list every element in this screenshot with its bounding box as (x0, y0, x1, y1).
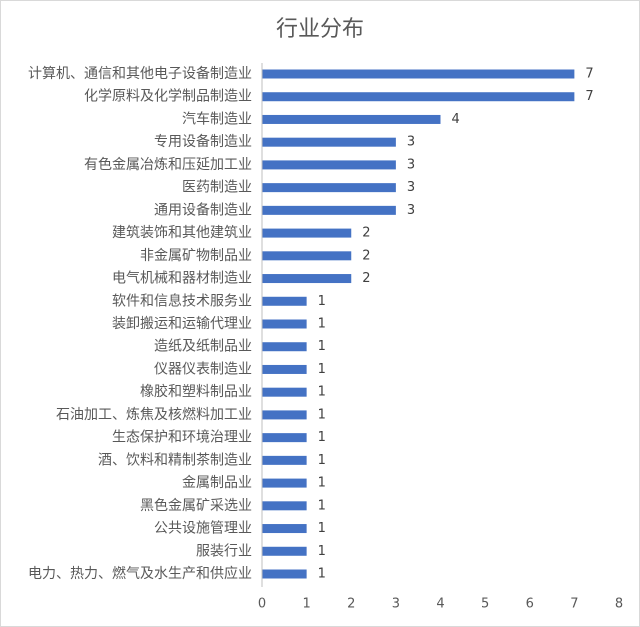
data-label: 1 (318, 544, 326, 559)
bar (262, 251, 352, 261)
category-label: 服装行业 (196, 543, 252, 559)
bar (262, 569, 307, 579)
category-label: 建筑装饰和其他建筑业 (112, 225, 252, 241)
data-label: 1 (318, 385, 326, 400)
category-label: 医药制造业 (182, 180, 252, 196)
x-tick-label: 1 (302, 597, 310, 612)
category-label: 装卸搬运和运输代理业 (112, 316, 252, 332)
x-tick-label: 5 (481, 597, 489, 612)
bar (262, 546, 307, 556)
category-label: 有色金属冶炼和压延加工业 (84, 156, 252, 173)
data-label: 2 (362, 271, 370, 286)
category-labels-group: 计算机、通信和其他电子设备制造业化学原料及化学制品制造业汽车制造业专用设备制造业… (28, 65, 252, 582)
data-label: 3 (407, 157, 415, 172)
bar (262, 387, 307, 397)
category-label: 仪器仪表制造业 (154, 361, 252, 377)
data-label: 3 (407, 180, 415, 195)
data-label: 3 (407, 135, 415, 150)
data-label: 1 (318, 521, 326, 536)
bar (262, 137, 396, 147)
data-label: 4 (452, 112, 460, 127)
data-labels-group: 7 7 4 3 3 3 3 2 2 2 1 1 1 1 1 1 1 1 1 1 1 1 1 (318, 67, 594, 582)
data-label: 7 (585, 89, 593, 104)
bar (262, 274, 352, 284)
x-tick-label: 3 (392, 597, 400, 612)
bar (262, 296, 307, 306)
category-label: 公共设施管理业 (154, 521, 252, 537)
category-label: 生态保护和环境治理业 (112, 430, 252, 446)
data-label: 1 (318, 430, 326, 445)
data-label: 2 (362, 226, 370, 241)
data-label: 1 (318, 476, 326, 491)
data-label: 1 (318, 453, 326, 468)
bar (262, 524, 307, 534)
category-label: 电气机械和器材制造业 (112, 271, 252, 287)
bar (262, 228, 352, 238)
data-label: 1 (318, 362, 326, 377)
bar (262, 69, 575, 79)
bar (262, 501, 307, 511)
category-label: 电力、热力、燃气及水生产和供应业 (28, 565, 252, 582)
x-tick-label: 6 (526, 597, 534, 612)
bar (262, 319, 307, 329)
category-label: 化学原料及化学制品制造业 (84, 89, 252, 105)
data-label: 1 (318, 294, 326, 309)
x-tick-label: 2 (347, 597, 355, 612)
bar (262, 160, 396, 170)
category-label: 造纸及纸制品业 (154, 339, 252, 355)
x-tick-label: 8 (615, 597, 623, 612)
category-label: 黑色金属矿采选业 (140, 497, 252, 514)
bar (262, 205, 396, 215)
data-label: 1 (318, 498, 326, 513)
bar (262, 342, 307, 352)
data-label: 1 (318, 567, 326, 582)
data-label: 1 (318, 407, 326, 422)
data-label: 1 (318, 339, 326, 354)
data-label: 3 (407, 203, 415, 218)
x-tick-labels-group: 0 1 2 3 4 5 6 7 8 (258, 597, 623, 612)
bar (262, 433, 307, 443)
data-label: 2 (362, 248, 370, 263)
bar (262, 92, 575, 102)
bar (262, 183, 396, 193)
category-label: 通用设备制造业 (154, 201, 252, 218)
x-tick-label: 7 (570, 597, 578, 612)
bar (262, 410, 307, 420)
bar (262, 364, 307, 374)
bars-group (262, 69, 575, 579)
bar (262, 114, 441, 124)
category-label: 石油加工、炼焦及核燃料加工业 (56, 406, 252, 423)
category-label: 计算机、通信和其他电子设备制造业 (28, 65, 252, 82)
category-label: 软件和信息技术服务业 (112, 292, 252, 309)
category-label: 橡胶和塑料制品业 (140, 383, 252, 400)
x-tick-label: 0 (258, 597, 266, 612)
data-label: 7 (585, 67, 593, 82)
x-tick-label: 4 (436, 597, 444, 612)
category-label: 汽车制造业 (182, 110, 252, 127)
bar (262, 455, 307, 465)
category-label: 非金属矿物制品业 (140, 248, 252, 264)
chart-title: 行业分布 (276, 17, 364, 42)
category-label: 金属制品业 (182, 475, 252, 491)
category-label: 酒、饮料和精制茶制造业 (98, 452, 252, 468)
bar (262, 478, 307, 488)
category-label: 专用设备制造业 (154, 133, 252, 150)
data-label: 1 (318, 317, 326, 332)
